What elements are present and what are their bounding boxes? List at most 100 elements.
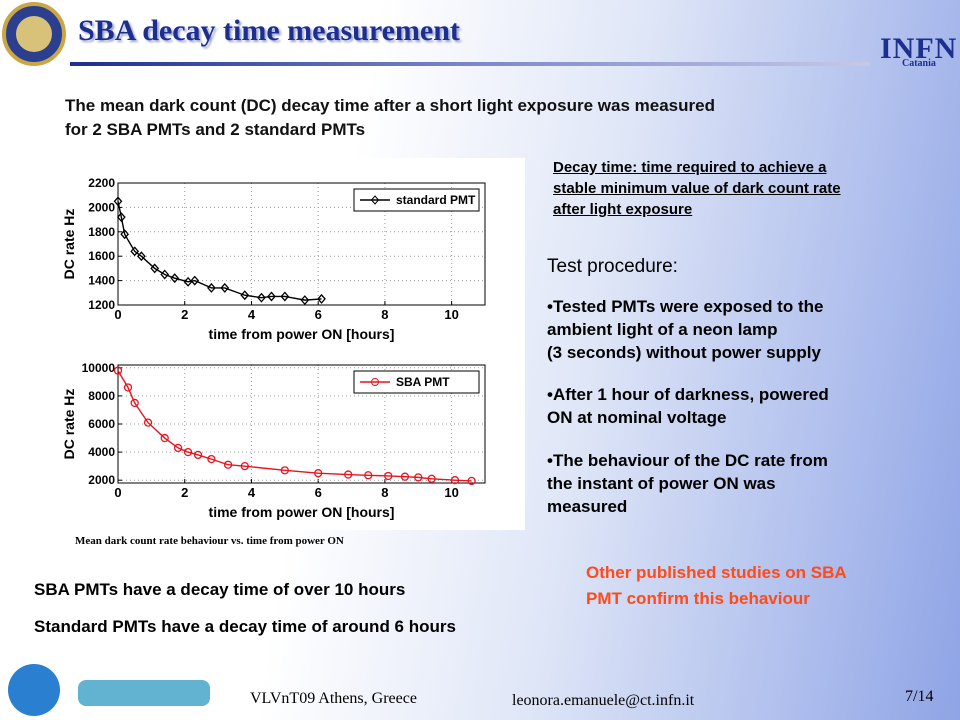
marker [427,474,436,483]
y-tick-label: 2000 [88,473,115,487]
bullet-line: •Tested PMTs were exposed to the [547,297,824,316]
x-tick-label: 8 [381,485,388,500]
other-line: Other published studies on SBA [586,563,847,582]
marker [173,443,183,453]
logo-text: INFN [880,32,958,65]
intro-line: for 2 SBA PMTs and 2 standard PMTs [65,120,366,139]
marker [183,276,193,287]
legend-box [353,188,480,212]
marker [143,418,153,427]
y-axis-label: DC rate Hz [61,209,77,280]
marker [207,454,216,464]
marker [240,461,249,471]
university-logo-inner [16,16,52,52]
y-tick-label: 6000 [88,417,115,431]
bullet: •Tested PMTs were exposed to the ambient … [547,295,927,364]
marker [257,292,266,303]
y-tick-label: 10000 [82,361,116,375]
definition: Decay time: time required to achieve a s… [553,157,841,220]
bullet: •After 1 hour of darkness, powered ON at … [547,383,927,429]
plots: 0 2 4 6 8 10 1200 1400 1600 1800 2000 2200 time from… [61,176,486,520]
y-tick-label: 1400 [88,274,115,288]
marker [280,466,289,475]
marker [223,460,233,469]
marker [113,196,123,207]
marker [116,212,126,223]
marker [160,433,169,443]
definition-line: after light exposure [553,201,693,218]
marker [400,472,410,481]
x-tick-label: 10 [444,307,458,322]
marker [160,269,170,280]
marker [450,476,460,485]
marker [317,293,326,304]
x-tick-label: 4 [248,307,256,322]
x-axis-label: time from power ON [hours] [209,326,395,342]
marker [384,471,393,481]
title: SBA decay time measurement [78,14,460,47]
y-tick-label: 2000 [88,200,115,214]
y-tick-label: 8000 [88,389,115,403]
legend-label: standard PMT [396,193,476,207]
other-studies: Other published studies on SBA PMT confi… [586,560,847,612]
bullet-line: ambient light of a neon lamp [547,320,778,339]
conclusion: SBA PMTs have a decay time of over 10 ho… [34,580,406,599]
x-tick-label: 6 [315,307,322,322]
x-tick-label: 6 [315,485,322,500]
other-line: PMT confirm this behaviour [586,589,810,608]
legend-box [353,370,480,394]
marker [183,447,193,457]
y-tick-label: 1800 [88,225,115,239]
marker [130,246,140,257]
legend-label: SBA PMT [396,375,450,389]
bullet-line: (3 seconds) without power supply [547,343,821,362]
marker [193,450,203,460]
plot-panel: 0 2 4 6 8 10 1200 1400 1600 1800 2000 2200 time from… [55,158,525,530]
bullet-line: ON at nominal voltage [547,408,727,427]
x-axis-label: time from power ON [hours] [209,504,395,520]
procedure-heading: Test procedure: [547,256,678,277]
logo-subtext: Catania [902,58,936,69]
definition-line: Decay time: time required to achieve a [553,159,827,176]
bullet-line: •The behaviour of the DC rate from [547,451,828,470]
x-tick-label: 0 [114,485,121,500]
footer-event: VLVnT09 Athens, Greece [250,690,417,707]
marker [207,282,216,293]
plot-frame [117,364,486,484]
x-tick-label: 0 [114,307,121,322]
x-tick-label: 2 [181,485,188,500]
marker [467,476,476,486]
y-axis-label: DC rate Hz [61,389,77,460]
intro: The mean dark count (DC) decay time afte… [65,94,715,142]
conclusion: Standard PMTs have a decay time of aroun… [34,617,456,636]
bullet-line: measured [547,497,628,516]
marker [136,251,146,262]
caption: Mean dark count rate behaviour vs. time … [75,535,344,547]
marker [170,273,180,284]
marker [113,366,123,375]
x-tick-label: 8 [381,307,388,322]
marker [314,469,323,478]
marker [123,383,133,392]
marker [220,282,230,293]
plot-frame [117,182,486,306]
marker [414,473,423,482]
nemo-logo [78,680,210,706]
bullet: •The behaviour of the DC rate from the in… [547,449,927,518]
marker [120,229,130,240]
x-tick-label: 10 [444,485,458,500]
bullet-line: •After 1 hour of darkness, powered [547,385,829,404]
marker [130,398,139,408]
title-rule [70,62,870,66]
marker [300,295,310,306]
km3net-logo [8,664,60,716]
y-tick-label: 2200 [88,176,115,190]
definition-line: stable minimum value of dark count rate [553,180,841,197]
marker [364,471,373,480]
y-tick-label: 1200 [88,298,115,312]
y-tick-label: 4000 [88,445,115,459]
bullet-line: the instant of power ON was [547,474,776,493]
marker [240,290,250,301]
